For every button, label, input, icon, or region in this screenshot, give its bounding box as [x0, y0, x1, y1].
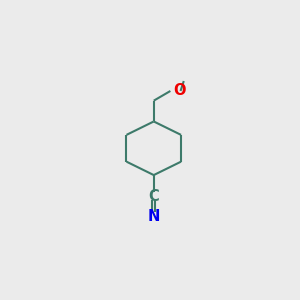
Text: C: C: [148, 189, 159, 204]
Text: O: O: [174, 83, 186, 98]
Text: N: N: [148, 209, 160, 224]
